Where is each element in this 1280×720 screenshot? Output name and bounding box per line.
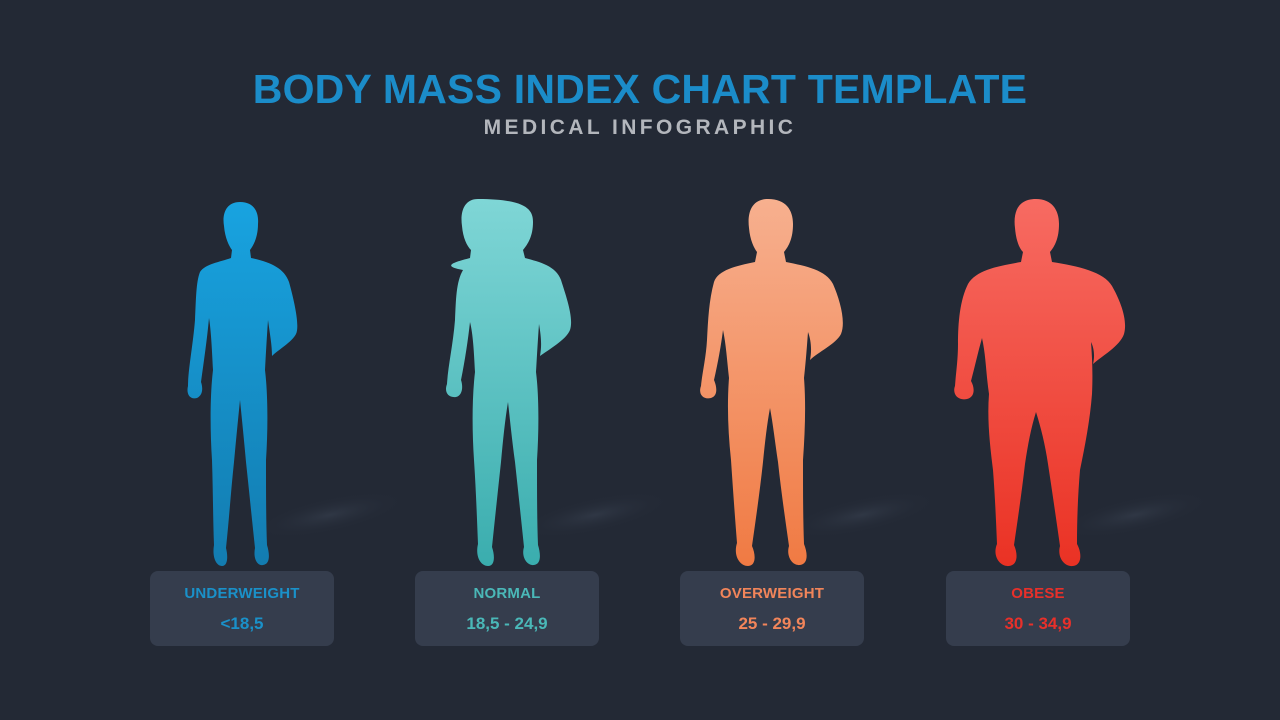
- bmi-card-obese: OBESE 30 - 34,9: [946, 571, 1130, 646]
- obese-person-icon: [954, 199, 1126, 567]
- bmi-card-normal: NORMAL 18,5 - 24,9: [415, 571, 599, 646]
- floor-shadow: [516, 490, 674, 540]
- floor-shadow: [251, 490, 409, 540]
- bmi-card-underweight: UNDERWEIGHT <18,5: [150, 571, 334, 646]
- category-label: NORMAL: [473, 585, 541, 602]
- floor-shadow: [783, 490, 941, 540]
- floor-shadow: [1056, 490, 1214, 540]
- overweight-person-icon: [700, 199, 843, 566]
- bmi-card-overweight: OVERWEIGHT 25 - 29,9: [680, 571, 864, 646]
- category-label: UNDERWEIGHT: [184, 585, 300, 602]
- category-label: OBESE: [1011, 585, 1065, 602]
- bmi-range: 18,5 - 24,9: [466, 614, 548, 633]
- category-label: OVERWEIGHT: [719, 585, 825, 602]
- bmi-range: <18,5: [220, 614, 264, 633]
- thin-person-icon: [187, 202, 298, 566]
- page-subtitle: MEDICAL INFOGRAPHIC: [483, 116, 797, 139]
- page-title: BODY MASS INDEX CHART TEMPLATE: [252, 66, 1028, 112]
- normal-person-icon: [446, 199, 572, 566]
- bmi-range: 25 - 29,9: [738, 614, 806, 633]
- bmi-range: 30 - 34,9: [1004, 614, 1072, 633]
